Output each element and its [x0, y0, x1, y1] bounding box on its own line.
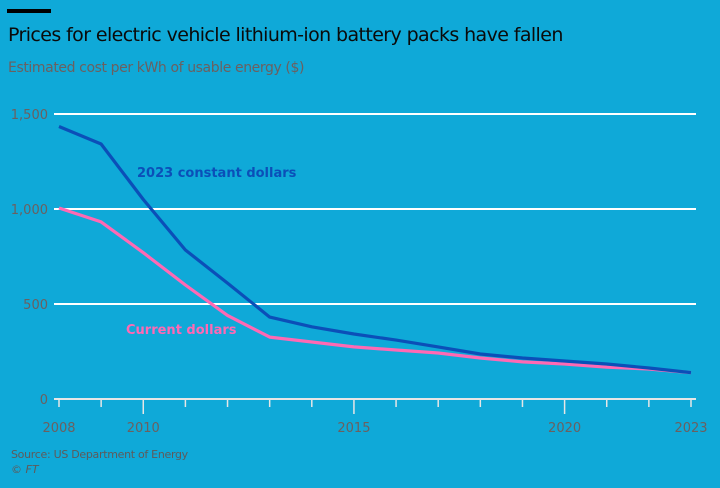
series-line-2023-constant-dollars — [58, 125, 692, 375]
x-tick-label: 2008 — [42, 421, 75, 436]
series-label-current-dollars: Current dollars — [126, 323, 237, 338]
x-tick-label: 2023 — [674, 421, 707, 436]
y-tick-label: 500 — [23, 298, 48, 313]
ft-credit: © FT — [11, 463, 39, 476]
y-tick-label: 1,500 — [11, 108, 48, 123]
chart-subtitle: Estimated cost per kWh of usable energy … — [8, 60, 305, 76]
x-tick-label: 2020 — [548, 421, 581, 436]
series-line-current-dollars — [58, 206, 692, 375]
series-label-constant-dollars: 2023 constant dollars — [137, 166, 297, 181]
chart-title: Prices for electric vehicle lithium-ion … — [8, 24, 563, 46]
x-tick-label: 2015 — [337, 421, 370, 436]
x-tick-label: 2010 — [127, 421, 160, 436]
y-tick-label: 1,000 — [11, 203, 48, 218]
y-tick-label: 0 — [40, 393, 48, 408]
ft-top-bar — [7, 9, 51, 13]
source-note: Source: US Department of Energy — [11, 448, 188, 461]
